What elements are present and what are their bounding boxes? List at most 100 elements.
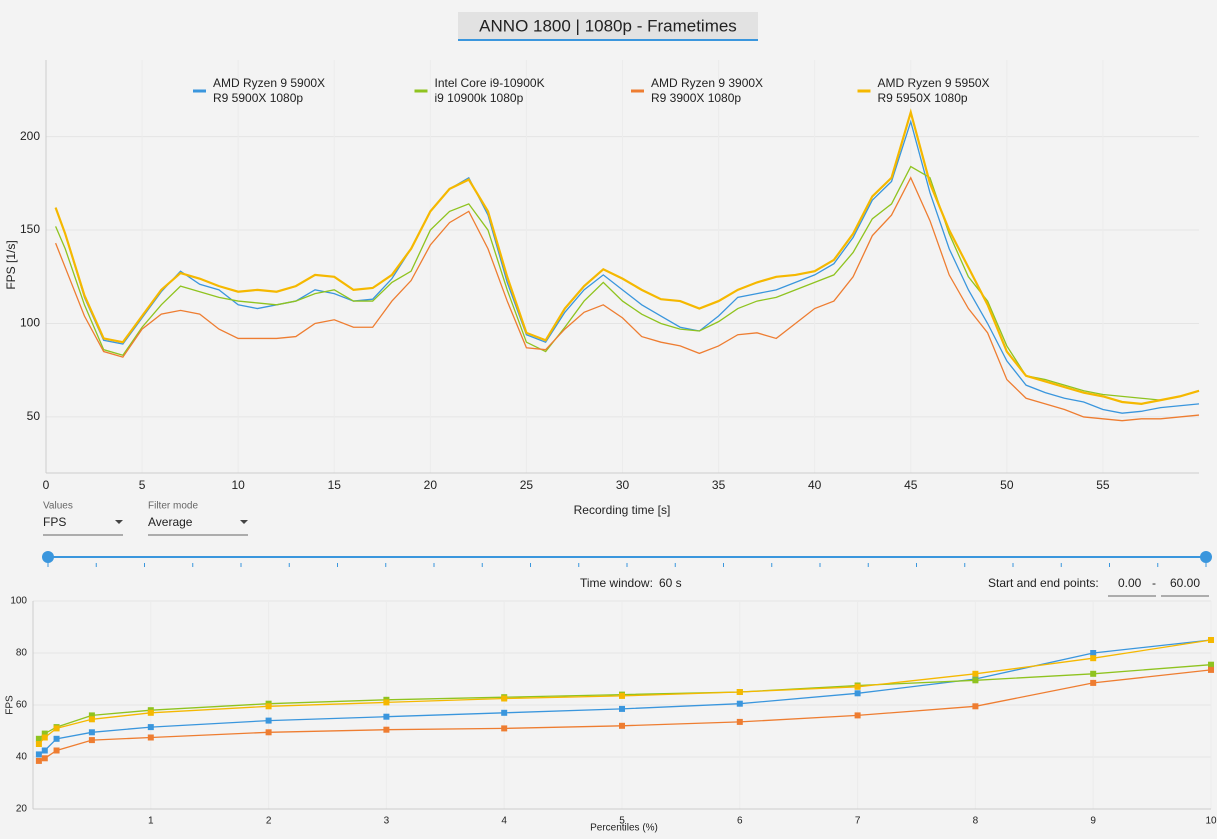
x-tick-label: 15	[328, 478, 342, 492]
point-marker	[88, 729, 95, 736]
x-tick-label: 55	[1096, 478, 1110, 492]
point-marker	[35, 735, 42, 742]
window-title: ANNO 1800 | 1080p - Frametimes	[479, 16, 737, 35]
values-label: Values	[43, 501, 73, 512]
legend-description: i9 10900k 1080p	[435, 91, 524, 105]
x-tick-label: 10	[1205, 816, 1217, 827]
series-line	[54, 119, 1200, 414]
y-tick-label: 40	[16, 752, 28, 763]
y-tick-label: 100	[20, 316, 40, 330]
x-tick-label: 3	[384, 816, 390, 827]
time-window-value: 60 s	[659, 576, 682, 590]
x-tick-label: 7	[855, 816, 861, 827]
point-marker	[1090, 650, 1097, 656]
series-line	[38, 664, 1212, 740]
point-marker	[41, 734, 48, 741]
point-marker	[35, 741, 42, 747]
legend-name: Intel Core i9-10900K	[435, 76, 545, 90]
point-marker	[854, 690, 861, 697]
x-tick-label: 5	[619, 816, 625, 827]
x-tick-label: 10	[231, 478, 245, 492]
point-marker	[265, 717, 272, 724]
point-marker	[736, 718, 743, 725]
x-tick-label: 0	[43, 478, 50, 492]
x-tick-label: 45	[904, 478, 918, 492]
point-marker	[53, 735, 60, 742]
point-marker	[854, 683, 861, 690]
point-marker	[265, 703, 272, 710]
y-tick-label: 80	[16, 648, 28, 659]
point-marker	[501, 709, 508, 716]
x-tick-label: 40	[808, 478, 822, 492]
dropdown-arrow[interactable]	[115, 520, 123, 524]
point-marker	[501, 725, 508, 732]
point-marker	[1208, 637, 1214, 643]
point-marker	[147, 724, 154, 731]
y-tick-label: 20	[16, 804, 28, 815]
x-tick-label: 50	[1000, 478, 1014, 492]
point-marker	[88, 712, 95, 719]
range-label: Start and end points:	[988, 576, 1099, 590]
slider-thumb[interactable]	[1200, 551, 1212, 563]
legend-description: R9 5900X 1080p	[213, 91, 303, 105]
legend-name: AMD Ryzen 9 5900X	[213, 76, 325, 90]
point-marker	[35, 757, 42, 764]
point-marker	[41, 747, 48, 754]
values-dropdown[interactable]: FPS	[43, 515, 66, 529]
point-marker	[383, 699, 390, 706]
y-axis-label: FPS	[5, 695, 16, 715]
point-marker	[1208, 666, 1214, 673]
x-tick-label: 30	[616, 478, 630, 492]
point-marker	[1090, 655, 1097, 662]
time-window-label: Time window:	[580, 576, 653, 590]
range-slider[interactable]	[42, 551, 1212, 567]
x-axis-label: Recording time [s]	[574, 503, 671, 517]
x-tick-label: 1	[148, 816, 154, 827]
range-end[interactable]: 60.00	[1170, 576, 1200, 590]
x-tick-label: 20	[424, 478, 438, 492]
point-marker	[972, 677, 979, 684]
point-marker	[619, 722, 625, 729]
point-marker	[383, 713, 390, 720]
range-sep: -	[1152, 576, 1156, 590]
x-tick-label: 4	[501, 816, 507, 827]
legend-name: AMD Ryzen 9 3900X	[651, 76, 763, 90]
point-marker	[619, 692, 625, 699]
series-line	[55, 176, 1200, 422]
x-tick-label: 8	[973, 816, 979, 827]
point-marker	[53, 725, 60, 732]
point-marker	[501, 695, 508, 702]
title-box	[458, 12, 758, 40]
y-tick-label: 50	[27, 409, 41, 423]
x-tick-label: 35	[712, 478, 726, 492]
point-marker	[972, 670, 979, 677]
range-start[interactable]: 0.00	[1118, 576, 1142, 590]
y-tick-label: 60	[16, 700, 28, 711]
filter-label: Filter mode	[148, 501, 198, 512]
point-marker	[619, 705, 625, 712]
y-tick-label: 150	[20, 222, 40, 236]
x-tick-label: 2	[266, 816, 272, 827]
legend-name: AMD Ryzen 9 5950X	[878, 76, 990, 90]
point-marker	[88, 737, 95, 744]
y-tick-label: 200	[20, 129, 40, 143]
x-tick-label: 9	[1090, 816, 1096, 827]
legend-description: R9 5950X 1080p	[878, 91, 968, 105]
point-marker	[1208, 661, 1214, 668]
filter-dropdown[interactable]: Average	[148, 515, 193, 529]
series-line	[54, 108, 1200, 405]
y-tick-label: 100	[10, 596, 27, 607]
point-marker	[383, 726, 390, 733]
point-marker	[972, 703, 979, 710]
slider-thumb[interactable]	[42, 551, 54, 563]
y-axis-label: FPS [1/s]	[4, 240, 18, 289]
x-tick-label: 5	[139, 478, 146, 492]
point-marker	[265, 729, 272, 736]
dropdown-arrow[interactable]	[240, 520, 248, 524]
point-marker	[35, 751, 42, 758]
point-marker	[1090, 670, 1097, 677]
point-marker	[41, 755, 48, 762]
x-axis-label: Percentiles (%)	[590, 823, 658, 834]
point-marker	[41, 730, 48, 737]
